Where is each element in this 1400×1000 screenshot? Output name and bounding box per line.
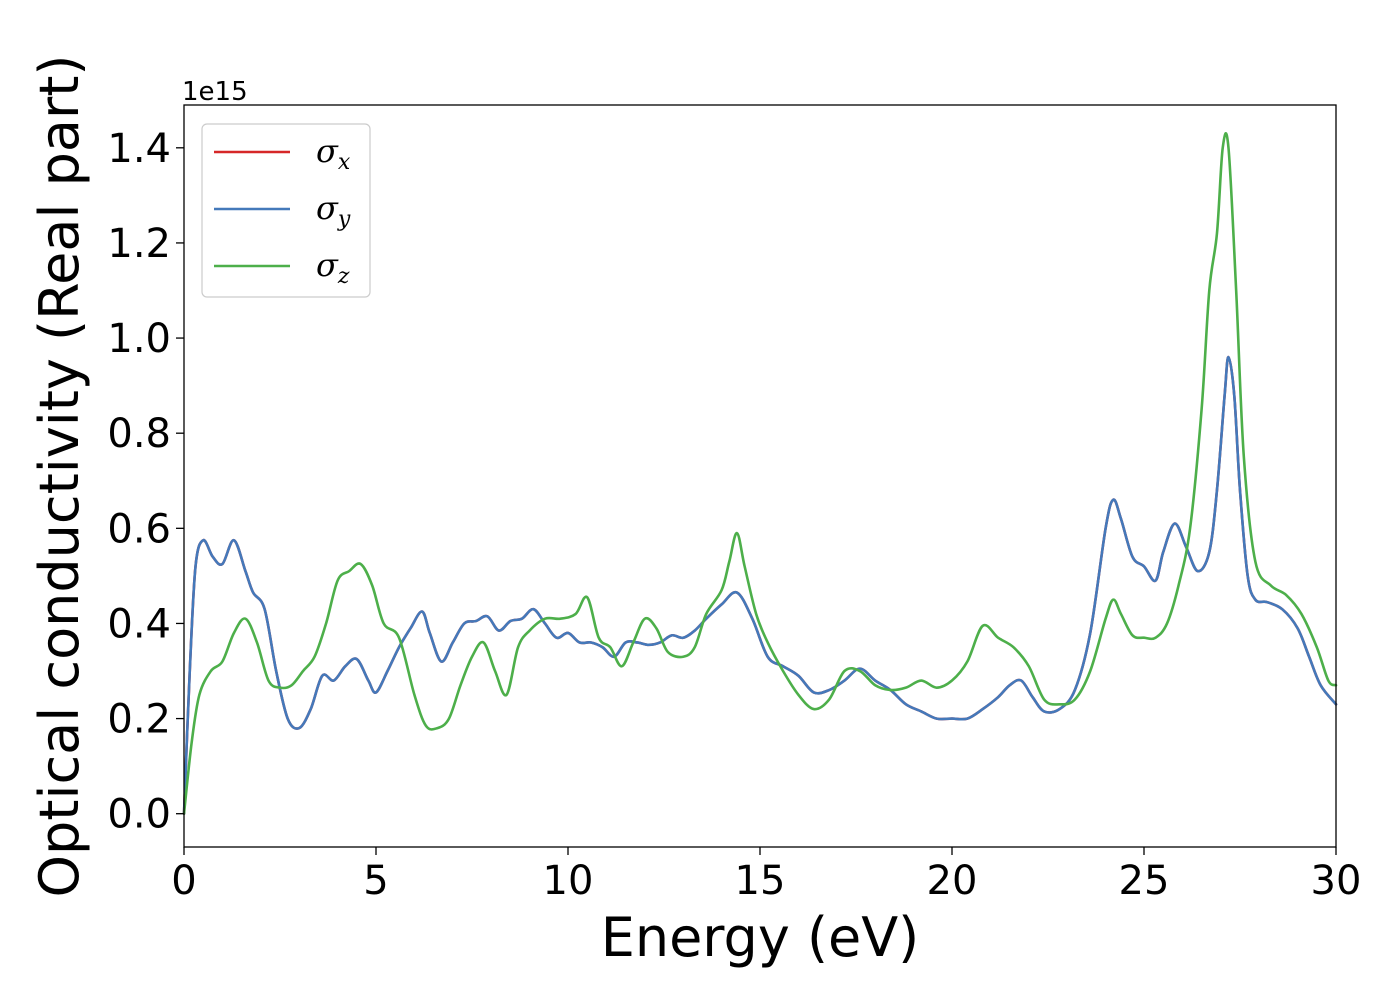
y-tick-label: 1.4	[107, 126, 171, 172]
y-axis: 0.0 0.2 0.4 0.6 0.8 1.0 1.2 1.4	[107, 126, 184, 838]
y-offset-label: 1e15	[182, 77, 248, 107]
legend-label-y: σy	[316, 189, 351, 232]
legend-label-z: σz	[316, 246, 350, 289]
y-tick-label: 0.4	[107, 601, 171, 647]
y-tick-label: 0.6	[107, 506, 171, 552]
x-tick-label: 30	[1311, 858, 1362, 904]
x-axis: 0 5 10 15 20 25 30	[171, 847, 1361, 904]
series-line-z	[182, 132, 1338, 816]
y-axis-title: Optical conductivity (Real part)	[28, 55, 91, 898]
legend-box	[201, 123, 371, 298]
legend-label-x: σx	[316, 132, 351, 175]
x-tick-label: 0	[171, 858, 196, 904]
x-tick-label: 20	[927, 858, 978, 904]
y-tick-label: 1.0	[107, 316, 171, 362]
plot-background	[184, 105, 1336, 847]
y-tick-label: 0.2	[107, 697, 171, 743]
y-tick-label: 0.8	[107, 411, 171, 457]
x-axis-title: Energy (eV)	[601, 906, 920, 969]
y-tick-label: 0.0	[107, 792, 171, 838]
x-tick-label: 10	[543, 858, 594, 904]
x-tick-label: 15	[735, 858, 786, 904]
legend: σx σy σz	[201, 123, 371, 298]
series-line-y	[182, 355, 1338, 816]
y-tick-label: 1.2	[107, 221, 171, 267]
x-tick-label: 5	[363, 858, 388, 904]
x-tick-label: 25	[1119, 858, 1170, 904]
series-layer	[182, 132, 1338, 816]
